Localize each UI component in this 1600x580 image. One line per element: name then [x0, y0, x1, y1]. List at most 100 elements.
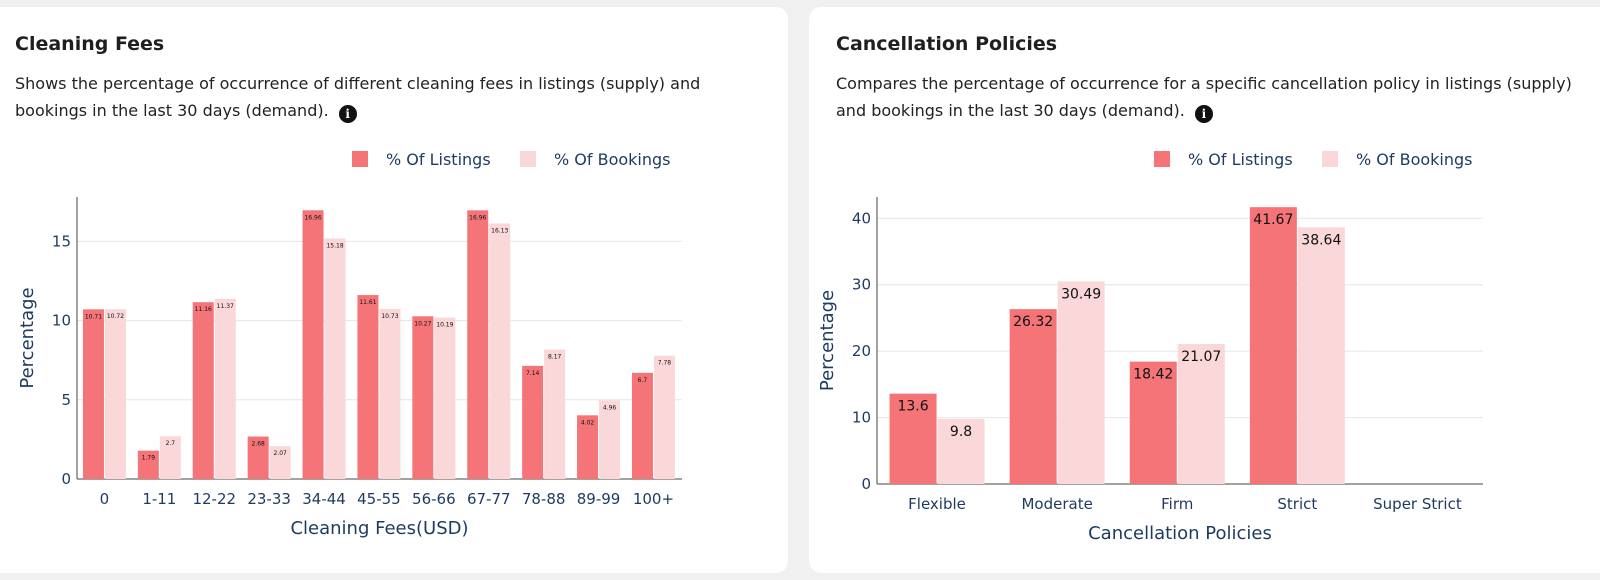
- bar-listings: [357, 295, 379, 479]
- legend-label: % Of Bookings: [554, 150, 671, 169]
- x-tick-label: Flexible: [908, 495, 966, 513]
- data-label: 6.7: [638, 377, 648, 384]
- y-axis-title: Percentage: [17, 287, 38, 388]
- bar-listings: [522, 365, 544, 479]
- data-label: 2.07: [273, 450, 287, 457]
- data-label: 16.96: [469, 214, 486, 221]
- y-tick-label: 10: [52, 312, 71, 330]
- x-tick-label: 45-55: [357, 490, 401, 508]
- data-label: 16.96: [304, 214, 321, 221]
- bar-bookings: [159, 436, 181, 479]
- legend-swatch: [1154, 151, 1170, 167]
- x-tick-label: Firm: [1161, 495, 1193, 513]
- data-label: 2.7: [166, 440, 176, 447]
- bar-bookings: [599, 400, 621, 479]
- x-tick-label: 23-33: [247, 490, 291, 508]
- y-tick-label: 15: [52, 232, 71, 250]
- card-title: Cleaning Fees: [15, 33, 165, 55]
- data-label: 21.07: [1181, 349, 1221, 365]
- description-text: Shows the percentage of occurrence of di…: [15, 74, 701, 120]
- data-label: 26.32: [1013, 314, 1053, 330]
- data-label: 11.16: [195, 306, 212, 313]
- x-tick-label: 0: [100, 490, 110, 508]
- card-description: Shows the percentage of occurrence of di…: [15, 70, 755, 124]
- bar-bookings: [544, 349, 566, 479]
- bar-listings: [412, 316, 434, 479]
- x-tick-label: Moderate: [1021, 495, 1092, 513]
- data-label: 4.96: [603, 404, 617, 411]
- y-tick-label: 10: [852, 409, 871, 427]
- bar-listings: [577, 415, 599, 479]
- x-tick-label: 12-22: [192, 490, 236, 508]
- data-label: 10.72: [107, 313, 124, 320]
- legend-label: % Of Bookings: [1356, 150, 1473, 169]
- bar-bookings: [1177, 344, 1225, 484]
- x-tick-label: 67-77: [467, 490, 511, 508]
- bar-bookings: [269, 446, 291, 479]
- bar-bookings: [1057, 281, 1105, 484]
- data-label: 8.17: [548, 354, 562, 361]
- bar-bookings: [937, 418, 985, 484]
- card-description: Compares the percentage of occurrence fo…: [836, 70, 1576, 124]
- description-text: Compares the percentage of occurrence fo…: [836, 74, 1572, 120]
- bar-listings: [1009, 309, 1057, 484]
- data-label: 13.6: [897, 399, 928, 415]
- y-tick-label: 30: [852, 276, 871, 294]
- x-tick-label: 100+: [633, 490, 674, 508]
- bar-bookings: [489, 223, 511, 479]
- data-label: 18.42: [1133, 367, 1173, 383]
- data-label: 30.49: [1061, 286, 1101, 302]
- x-axis-title: Cancellation Policies: [1088, 523, 1272, 544]
- y-tick-label: 20: [852, 342, 871, 360]
- bar-listings: [1249, 207, 1297, 484]
- data-label: 7.14: [526, 370, 540, 377]
- x-axis-title: Cleaning Fees(USD): [290, 518, 468, 539]
- bar-listings: [1129, 361, 1177, 484]
- data-label: 10.19: [436, 322, 453, 329]
- data-label: 11.37: [217, 303, 234, 310]
- data-label: 16.13: [491, 227, 508, 234]
- y-axis-title: Percentage: [817, 290, 838, 391]
- data-label: 10.73: [381, 313, 398, 320]
- x-tick-label: Super Strict: [1373, 495, 1462, 513]
- bar-bookings: [434, 317, 456, 479]
- data-label: 11.61: [359, 299, 376, 306]
- legend-label: % Of Listings: [1188, 150, 1293, 169]
- bar-listings: [192, 302, 214, 479]
- x-tick-label: 78-88: [522, 490, 566, 508]
- info-icon[interactable]: i: [1194, 105, 1213, 123]
- bar-bookings: [214, 298, 236, 479]
- data-label: 9.8: [950, 424, 972, 440]
- y-tick-label: 5: [61, 391, 71, 409]
- data-label: 10.71: [85, 313, 102, 320]
- bar-listings: [137, 450, 159, 479]
- bar-bookings: [104, 309, 126, 479]
- card-title: Cancellation Policies: [836, 33, 1058, 55]
- x-tick-label: 1-11: [142, 490, 176, 508]
- data-label: 7.78: [658, 360, 672, 367]
- info-icon[interactable]: i: [338, 105, 357, 123]
- bar-listings: [631, 372, 653, 479]
- data-label: 4.02: [581, 419, 595, 426]
- data-label: 15.18: [326, 243, 343, 250]
- data-label: 38.64: [1301, 232, 1341, 248]
- bar-listings: [247, 436, 269, 479]
- data-label: 2.68: [251, 441, 265, 448]
- bar-bookings: [324, 238, 346, 479]
- x-tick-label: 34-44: [302, 490, 346, 508]
- bar-listings: [889, 393, 937, 484]
- bar-bookings: [653, 355, 675, 479]
- data-label: 41.67: [1253, 212, 1293, 228]
- data-label: 10.27: [414, 320, 431, 327]
- legend-swatch: [1322, 151, 1338, 167]
- data-label: 1.79: [142, 455, 156, 462]
- legend-swatch: [520, 151, 536, 167]
- bar-bookings: [1297, 227, 1345, 485]
- x-tick-label: 56-66: [412, 490, 456, 508]
- bar-listings: [302, 210, 324, 479]
- y-tick-label: 0: [861, 475, 871, 493]
- x-tick-label: 89-99: [577, 490, 621, 508]
- y-tick-label: 40: [852, 209, 871, 227]
